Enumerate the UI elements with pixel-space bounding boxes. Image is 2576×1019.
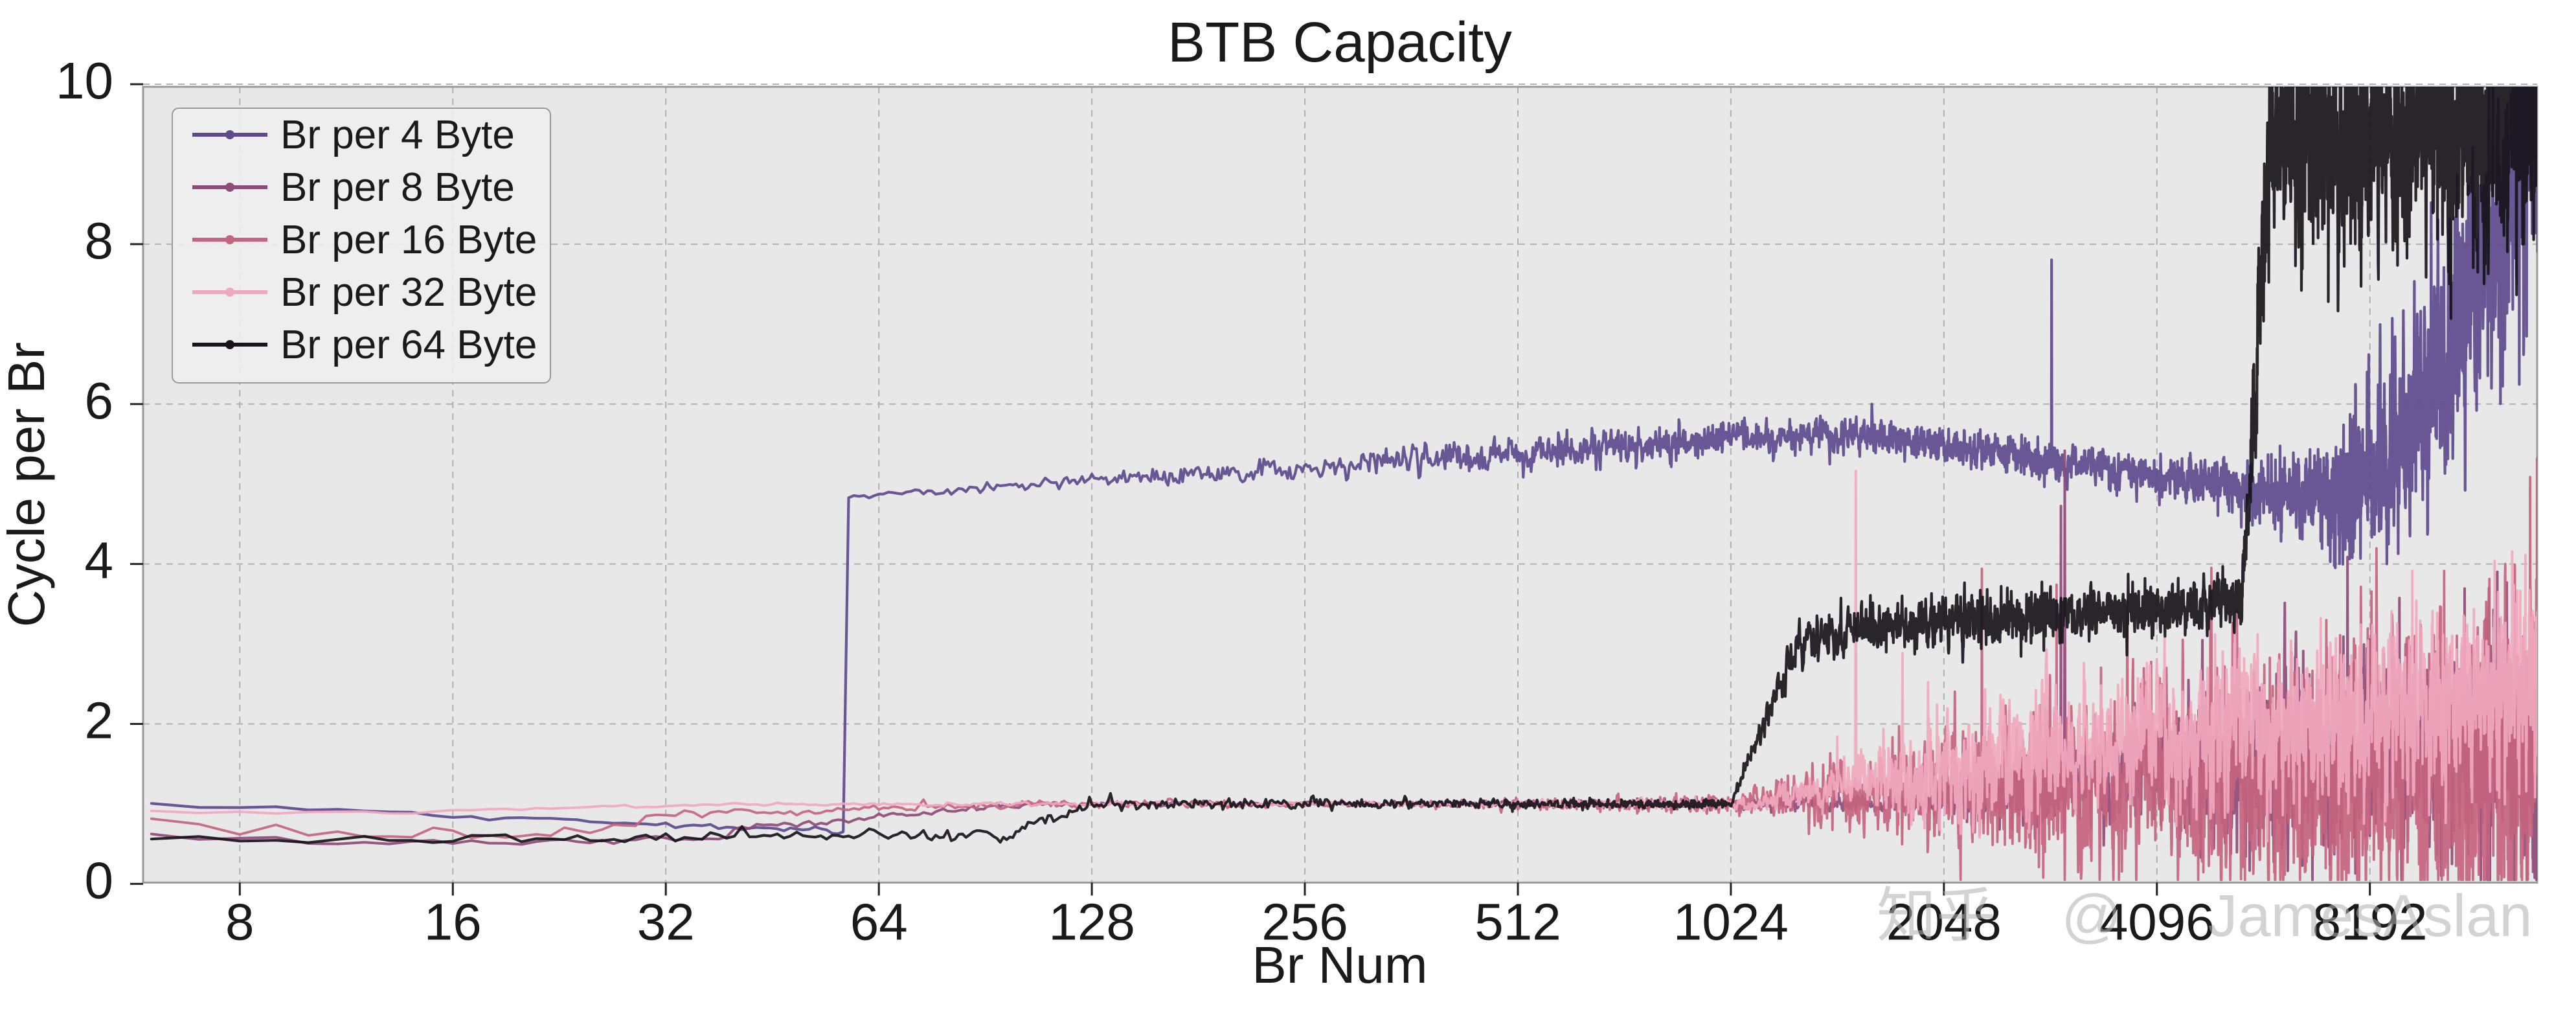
svg-text:知乎: 知乎	[1877, 883, 1996, 949]
svg-text:Br per 4 Byte: Br per 4 Byte	[280, 113, 515, 157]
svg-text:10: 10	[56, 52, 113, 109]
svg-text:Br per 8 Byte: Br per 8 Byte	[280, 165, 515, 210]
svg-text:2: 2	[85, 692, 114, 750]
svg-text:Br per 16 Byte: Br per 16 Byte	[280, 218, 537, 262]
svg-text:8: 8	[225, 893, 254, 950]
svg-text:Br Num: Br Num	[1252, 936, 1427, 994]
svg-text:128: 128	[1048, 893, 1135, 950]
svg-text:Cycle per Br: Cycle per Br	[0, 342, 55, 627]
svg-text:@: @	[2061, 883, 2121, 949]
svg-text:JamesAslan: JamesAslan	[2208, 883, 2532, 949]
svg-text:512: 512	[1474, 893, 1561, 950]
svg-text:Br per 32 Byte: Br per 32 Byte	[280, 270, 537, 315]
svg-text:4: 4	[85, 532, 114, 590]
svg-text:1024: 1024	[1673, 893, 1789, 950]
svg-text:Br per 64 Byte: Br per 64 Byte	[280, 323, 537, 367]
svg-text:32: 32	[637, 893, 695, 950]
svg-text:BTB Capacity: BTB Capacity	[1168, 11, 1512, 74]
svg-text:0: 0	[85, 851, 114, 909]
svg-text:6: 6	[85, 372, 114, 429]
svg-text:64: 64	[850, 893, 908, 950]
svg-text:16: 16	[424, 893, 482, 950]
svg-text:8: 8	[85, 212, 114, 269]
